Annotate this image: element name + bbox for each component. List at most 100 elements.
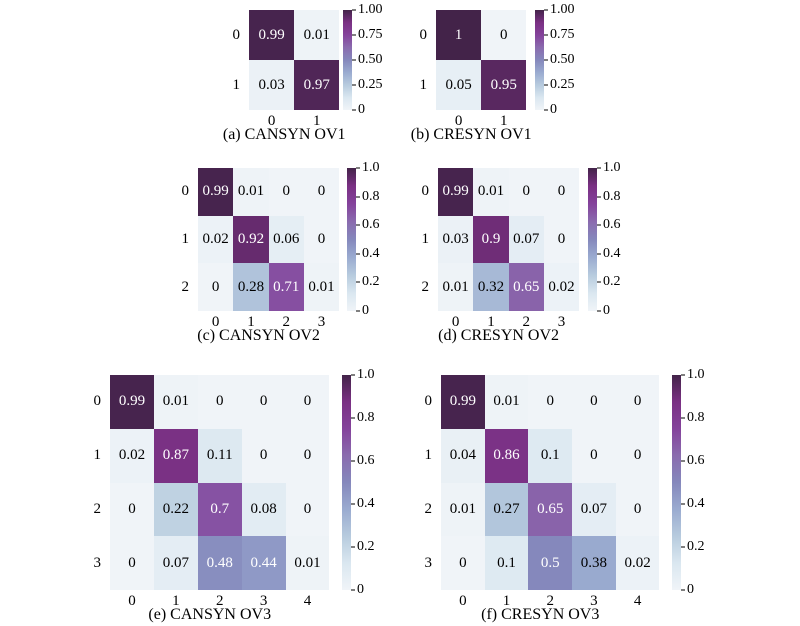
heat-cell: 0.02 <box>615 536 660 591</box>
colorbar-tick-label: 0.25 <box>358 77 383 92</box>
colorbar-tick <box>356 310 360 312</box>
x-axis-tick-labels: 0 1 2 3 4 <box>110 590 330 610</box>
x-axis-tick-labels: 0 1 2 3 <box>438 311 579 331</box>
panel-caption: (a) CANSYN OV1 <box>222 126 346 143</box>
panel-caption: (c) CANSYN OV2 <box>197 327 320 345</box>
heat-cell: 0.87 <box>153 428 198 483</box>
heat-cell: 0 <box>615 482 660 537</box>
heat-cell: 0 <box>543 168 580 216</box>
colorbar-gradient <box>342 375 351 591</box>
colorbar-tick <box>351 460 355 462</box>
heat-cell: 0 <box>241 428 286 483</box>
colorbar-tick-label: 1.0 <box>362 160 380 175</box>
colorbar-ticks: 1.0 0.8 0.6 0.4 0.2 0 <box>672 368 705 597</box>
heat-cell: 0.38 <box>572 536 616 591</box>
y-tick-label: 1 <box>424 447 433 464</box>
x-tick-label: 1 <box>487 314 495 331</box>
y-axis-tick-labels: 0 1 2 3 <box>94 375 111 590</box>
heat-cell: 0 <box>528 375 573 429</box>
heat-cell: 0.04 <box>441 428 485 483</box>
heat-cell: 0.01 <box>233 168 269 216</box>
heat-cell: 0.03 <box>438 215 474 264</box>
heat-cell: 0 <box>285 375 330 429</box>
x-axis-tick-labels: 0 1 2 3 <box>198 311 339 331</box>
colorbar-tick <box>544 9 548 11</box>
colorbar-tick-label: 0.8 <box>362 188 380 204</box>
heat-cell: 0.02 <box>543 263 580 312</box>
heat-grid: 0.99 0.01 0 0 0 0.02 0.87 0.11 0 0 0 0.22 0.7 0.08 0 0 0… <box>110 375 330 591</box>
x-tick-label: 1 <box>313 113 321 129</box>
x-tick-label: 3 <box>317 314 326 331</box>
colorbar-tick-label: 0.50 <box>358 52 383 67</box>
x-tick-label: 0 <box>128 593 136 610</box>
heat-cell: 0 <box>303 215 340 264</box>
heat-cell: 0 <box>303 168 340 216</box>
colorbar-tick <box>351 546 355 548</box>
y-axis-tick-labels: 0 1 2 3 <box>425 375 442 590</box>
heat-cell: 0 <box>197 375 242 429</box>
heat-cell: 0 <box>241 375 286 429</box>
heat-cell: 0 <box>110 482 154 537</box>
colorbar-tick-label: 0 <box>687 582 694 598</box>
colorbar-tick-label: 1.00 <box>550 2 575 17</box>
y-tick-label: 0 <box>181 183 190 200</box>
heat-cell: 0 <box>543 215 580 264</box>
heat-cell: 0.99 <box>249 10 295 60</box>
colorbar-tick <box>681 589 685 591</box>
heat-cell: 0.22 <box>153 482 198 537</box>
colorbar-ticks: 1.0 0.8 0.6 0.4 0.2 0 <box>588 161 621 318</box>
y-tick-label: 3 <box>93 554 102 571</box>
colorbar-gradient <box>672 375 681 591</box>
colorbar-tick-label: 0 <box>603 303 610 319</box>
colorbar-tick-label: 0.25 <box>550 77 575 92</box>
x-tick-label: 3 <box>259 593 268 610</box>
colorbar-tick-label: 0 <box>362 303 369 319</box>
colorbar-ticks: 1.00 0.75 0.50 0.25 0 <box>535 3 575 117</box>
colorbar-gradient <box>347 168 356 312</box>
colorbar-tick-label: 0.8 <box>603 188 621 204</box>
heat-cell: 0.07 <box>508 215 544 264</box>
colorbar-tick-label: 0.4 <box>362 245 380 261</box>
panel-caption: (d) CRESYN OV2 <box>438 327 560 345</box>
heat-cell: 0 <box>508 168 544 216</box>
colorbar-tick <box>597 310 601 312</box>
heat-cell: 0.02 <box>110 428 154 483</box>
heat-cell: 1 <box>436 10 482 60</box>
x-tick-label: 2 <box>522 314 530 331</box>
heat-cell: 0 <box>285 428 330 483</box>
x-tick-label: 1 <box>172 593 180 610</box>
heat-cell: 0.99 <box>438 168 474 216</box>
x-tick-label: 3 <box>590 593 598 610</box>
y-tick-label: 1 <box>232 76 241 93</box>
y-tick-label: 2 <box>421 278 430 295</box>
colorbar-tick <box>544 59 548 61</box>
heat-cell: 0.48 <box>197 536 242 591</box>
heat-cell: 0.99 <box>441 375 485 429</box>
heat-cell: 0.7 <box>197 482 242 537</box>
panel-caption: (f) CRESYN OV3 <box>481 606 600 624</box>
panel-caption: (e) CANSYN OV3 <box>148 606 272 624</box>
heat-grid: 0.99 0.01 0 0 0.02 0.92 0.06 0 0 0.28 0.71 0.01 <box>198 168 340 312</box>
colorbar-tick <box>352 59 356 61</box>
x-axis-tick-labels: 0 1 2 3 4 <box>441 590 660 610</box>
colorbar-ticks: 1.0 0.8 0.6 0.4 0.2 0 <box>342 368 375 597</box>
colorbar-gradient <box>343 10 352 110</box>
x-tick-label: 1 <box>247 314 255 331</box>
colorbar: 1.0 0.8 0.6 0.4 0.2 0 <box>347 161 380 318</box>
y-tick-label: 1 <box>421 231 430 248</box>
heat-cell: 0.27 <box>484 482 529 537</box>
colorbar-tick <box>356 253 360 255</box>
x-tick-label: 4 <box>633 593 642 610</box>
heat-cell: 0.06 <box>268 215 304 264</box>
heat-cell: 0.01 <box>285 536 330 591</box>
colorbar-tick-label: 1.00 <box>358 2 383 17</box>
x-tick-label: 3 <box>557 314 566 331</box>
heat-cell: 0.65 <box>508 263 544 312</box>
colorbar-tick-label: 0.50 <box>550 52 575 67</box>
heat-grid: 0.99 0.01 0 0 0.03 0.9 0.07 0 0.01 0.32 0.65 0.02 <box>438 168 580 312</box>
